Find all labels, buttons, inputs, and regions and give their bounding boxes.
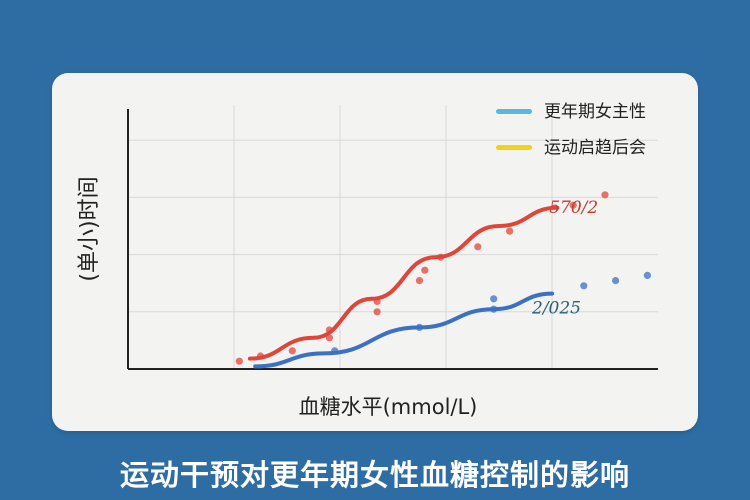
series-1-point-0	[331, 347, 339, 355]
series-0-point-12	[569, 201, 577, 209]
y-axis-label: (单小)时间	[77, 176, 102, 281]
series-1-point-3	[490, 295, 498, 303]
series-0-point-13	[601, 191, 609, 199]
series-1-point-4	[580, 282, 588, 290]
chart-legend: 更年期女主性 运动启趋后会	[496, 102, 646, 158]
series-0-point-6	[373, 297, 381, 305]
x-axis-label: 血糖水平(mmol/L)	[299, 395, 478, 419]
legend-swatch-yellow	[496, 145, 532, 150]
series-0-point-10	[474, 243, 482, 251]
series-0-point-8	[421, 266, 429, 274]
chart-grid	[128, 105, 658, 369]
series-0-point-11	[506, 227, 514, 235]
legend-label-1: 更年期女主性	[544, 102, 646, 122]
series-0-point-0	[235, 357, 243, 365]
series-1-point-2	[490, 305, 498, 313]
series-1-point-6	[643, 271, 652, 279]
series-0-end-label: 570/2	[549, 198, 598, 218]
chart-axes	[127, 109, 658, 370]
series-0-point-2	[288, 347, 296, 355]
series-1-point-1	[415, 323, 424, 331]
legend-swatch-blue	[496, 109, 532, 114]
series-1-point-5	[612, 277, 620, 285]
series-0-point-4	[325, 326, 333, 334]
chart-card: 570/2 2/025 更年期女主性 运动启趋后会 (单小)时间 血糖水平(mmo…	[52, 73, 698, 431]
series-line-0	[247, 205, 560, 361]
series-0-point-3	[325, 334, 333, 342]
chart-series: 570/2 2/025	[235, 191, 652, 369]
page-title: 运动干预对更年期女性血糖控制的影响	[119, 458, 630, 492]
series-0-point-9	[437, 253, 445, 261]
series-0-point-7	[415, 277, 424, 285]
legend-label-2: 运动启趋后会	[544, 138, 646, 158]
line-chart: 570/2 2/025 更年期女主性 运动启趋后会 (单小)时间 血糖水平(mmo…	[77, 102, 658, 419]
series-0-point-5	[373, 308, 381, 316]
series-0-point-1	[256, 352, 265, 360]
series-1-end-label: 2/025	[531, 299, 581, 319]
series-line-1	[253, 291, 554, 369]
